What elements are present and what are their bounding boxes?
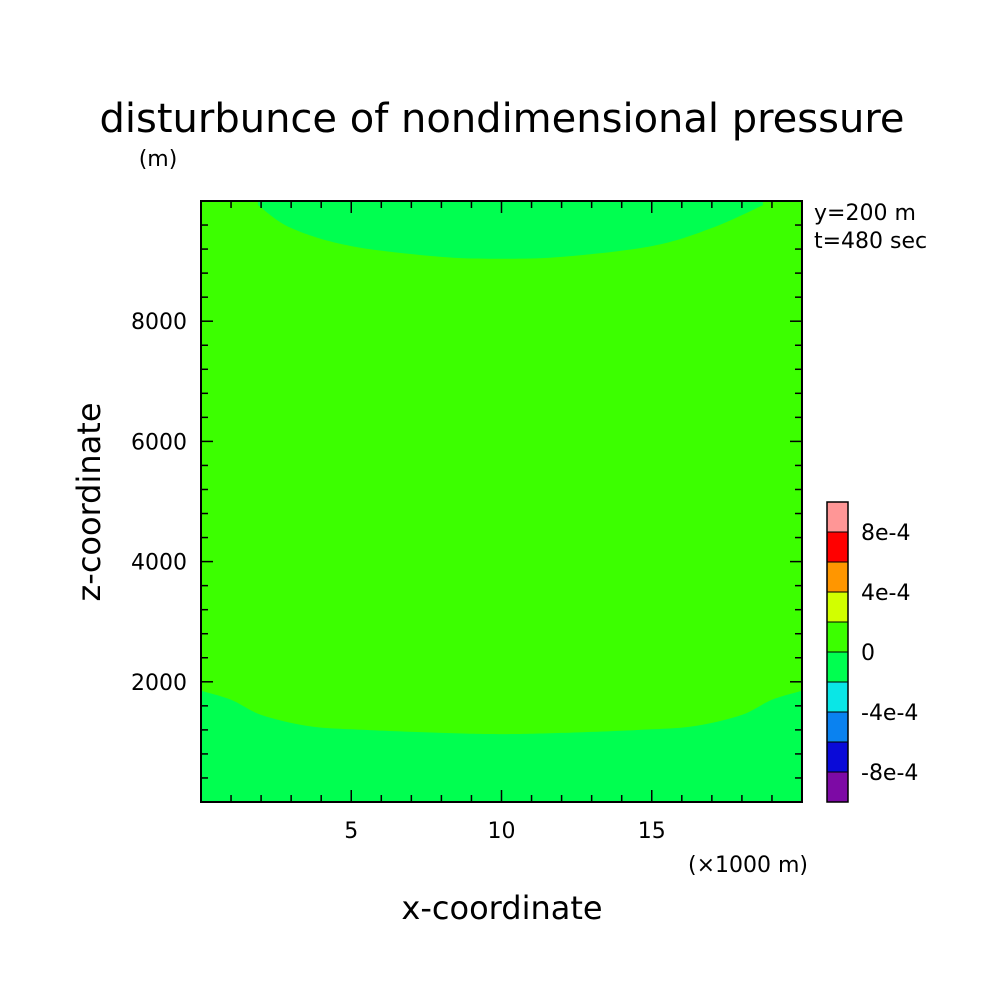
colorbar: 8e-4 4e-4 0 -4e-4 -8e-4 (826, 501, 918, 803)
colorbar-tick-label: 4e-4 (861, 581, 910, 606)
colorbar-swatch (827, 682, 848, 712)
x-tick-label: 15 (638, 819, 666, 844)
upper-negative-region (258, 201, 763, 259)
colorbar-frame (826, 501, 849, 803)
x-axis-label: x-coordinate (401, 889, 602, 927)
y-axis-label: z-coordinate (70, 402, 108, 601)
background-region (201, 201, 802, 802)
colorbar-tick-label: 0 (861, 641, 875, 666)
colorbar-swatch (827, 742, 848, 772)
colorbar-swatch (827, 772, 848, 802)
plot-area: 5 10 15 2000 4000 6000 8000 (131, 200, 803, 844)
colorbar-swatch (827, 712, 848, 742)
colorbar-tick-label: -8e-4 (861, 761, 918, 786)
colorbar-swatch (827, 502, 848, 532)
x-unit-label: (×1000 m) (688, 853, 808, 878)
colorbar-swatch (827, 592, 848, 622)
x-tick-label: 10 (488, 819, 516, 844)
y-unit-label: (m) (139, 147, 178, 172)
annotation-t: t=480 sec (814, 229, 927, 254)
lower-negative-region (201, 690, 802, 802)
x-tick-label: 5 (344, 819, 358, 844)
y-tick-label: 6000 (131, 430, 187, 455)
chart-title: disturbunce of nondimensional pressure (100, 96, 905, 142)
colorbar-tick-label: -4e-4 (861, 701, 918, 726)
colorbar-tick-label: 8e-4 (861, 521, 910, 546)
colorbar-swatch (827, 652, 848, 682)
colorbar-swatch (827, 562, 848, 592)
y-tick-label: 2000 (131, 671, 187, 696)
y-tick-label: 8000 (131, 310, 187, 335)
annotation-y: y=200 m (814, 201, 916, 226)
y-tick-label: 4000 (131, 551, 187, 576)
colorbar-swatch (827, 622, 848, 652)
colorbar-swatch (827, 532, 848, 562)
